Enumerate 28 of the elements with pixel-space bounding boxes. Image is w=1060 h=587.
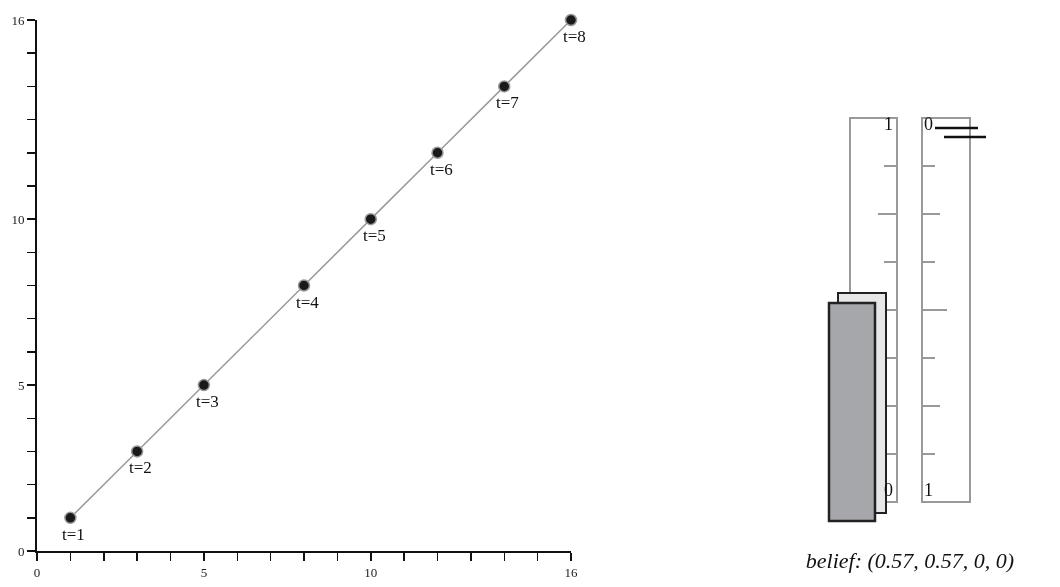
point xyxy=(431,146,444,159)
point xyxy=(197,378,211,392)
x-tick-label: 5 xyxy=(200,564,208,580)
x-tick-label: 16 xyxy=(564,564,578,580)
text: 1 xyxy=(924,480,933,500)
x-tick-label: 0 xyxy=(33,564,41,580)
point xyxy=(364,212,377,226)
x-tick-label: 10 xyxy=(364,564,378,580)
annotation: t=4 xyxy=(296,293,320,312)
point xyxy=(64,511,77,525)
point xyxy=(498,80,511,93)
y-tick-label: 0 xyxy=(17,543,25,559)
annotation: t=6 xyxy=(430,160,453,179)
text: belief: (0.57, 0.57, 0, 0) xyxy=(804,548,1016,574)
annotation: t=2 xyxy=(129,458,152,477)
text: 1 xyxy=(884,114,893,134)
annotation: t=8 xyxy=(563,27,586,46)
point xyxy=(564,13,578,27)
text: 0 xyxy=(924,114,933,134)
y-tick-label: 5 xyxy=(17,377,25,393)
annotation: t=7 xyxy=(496,93,520,112)
y-tick-label: 16 xyxy=(11,12,25,28)
point xyxy=(297,279,311,292)
point xyxy=(130,445,144,458)
annotation: t=1 xyxy=(62,525,85,544)
y-tick-label: 10 xyxy=(11,211,25,227)
annotation: t=3 xyxy=(196,392,219,411)
annotation: t=5 xyxy=(363,226,386,245)
